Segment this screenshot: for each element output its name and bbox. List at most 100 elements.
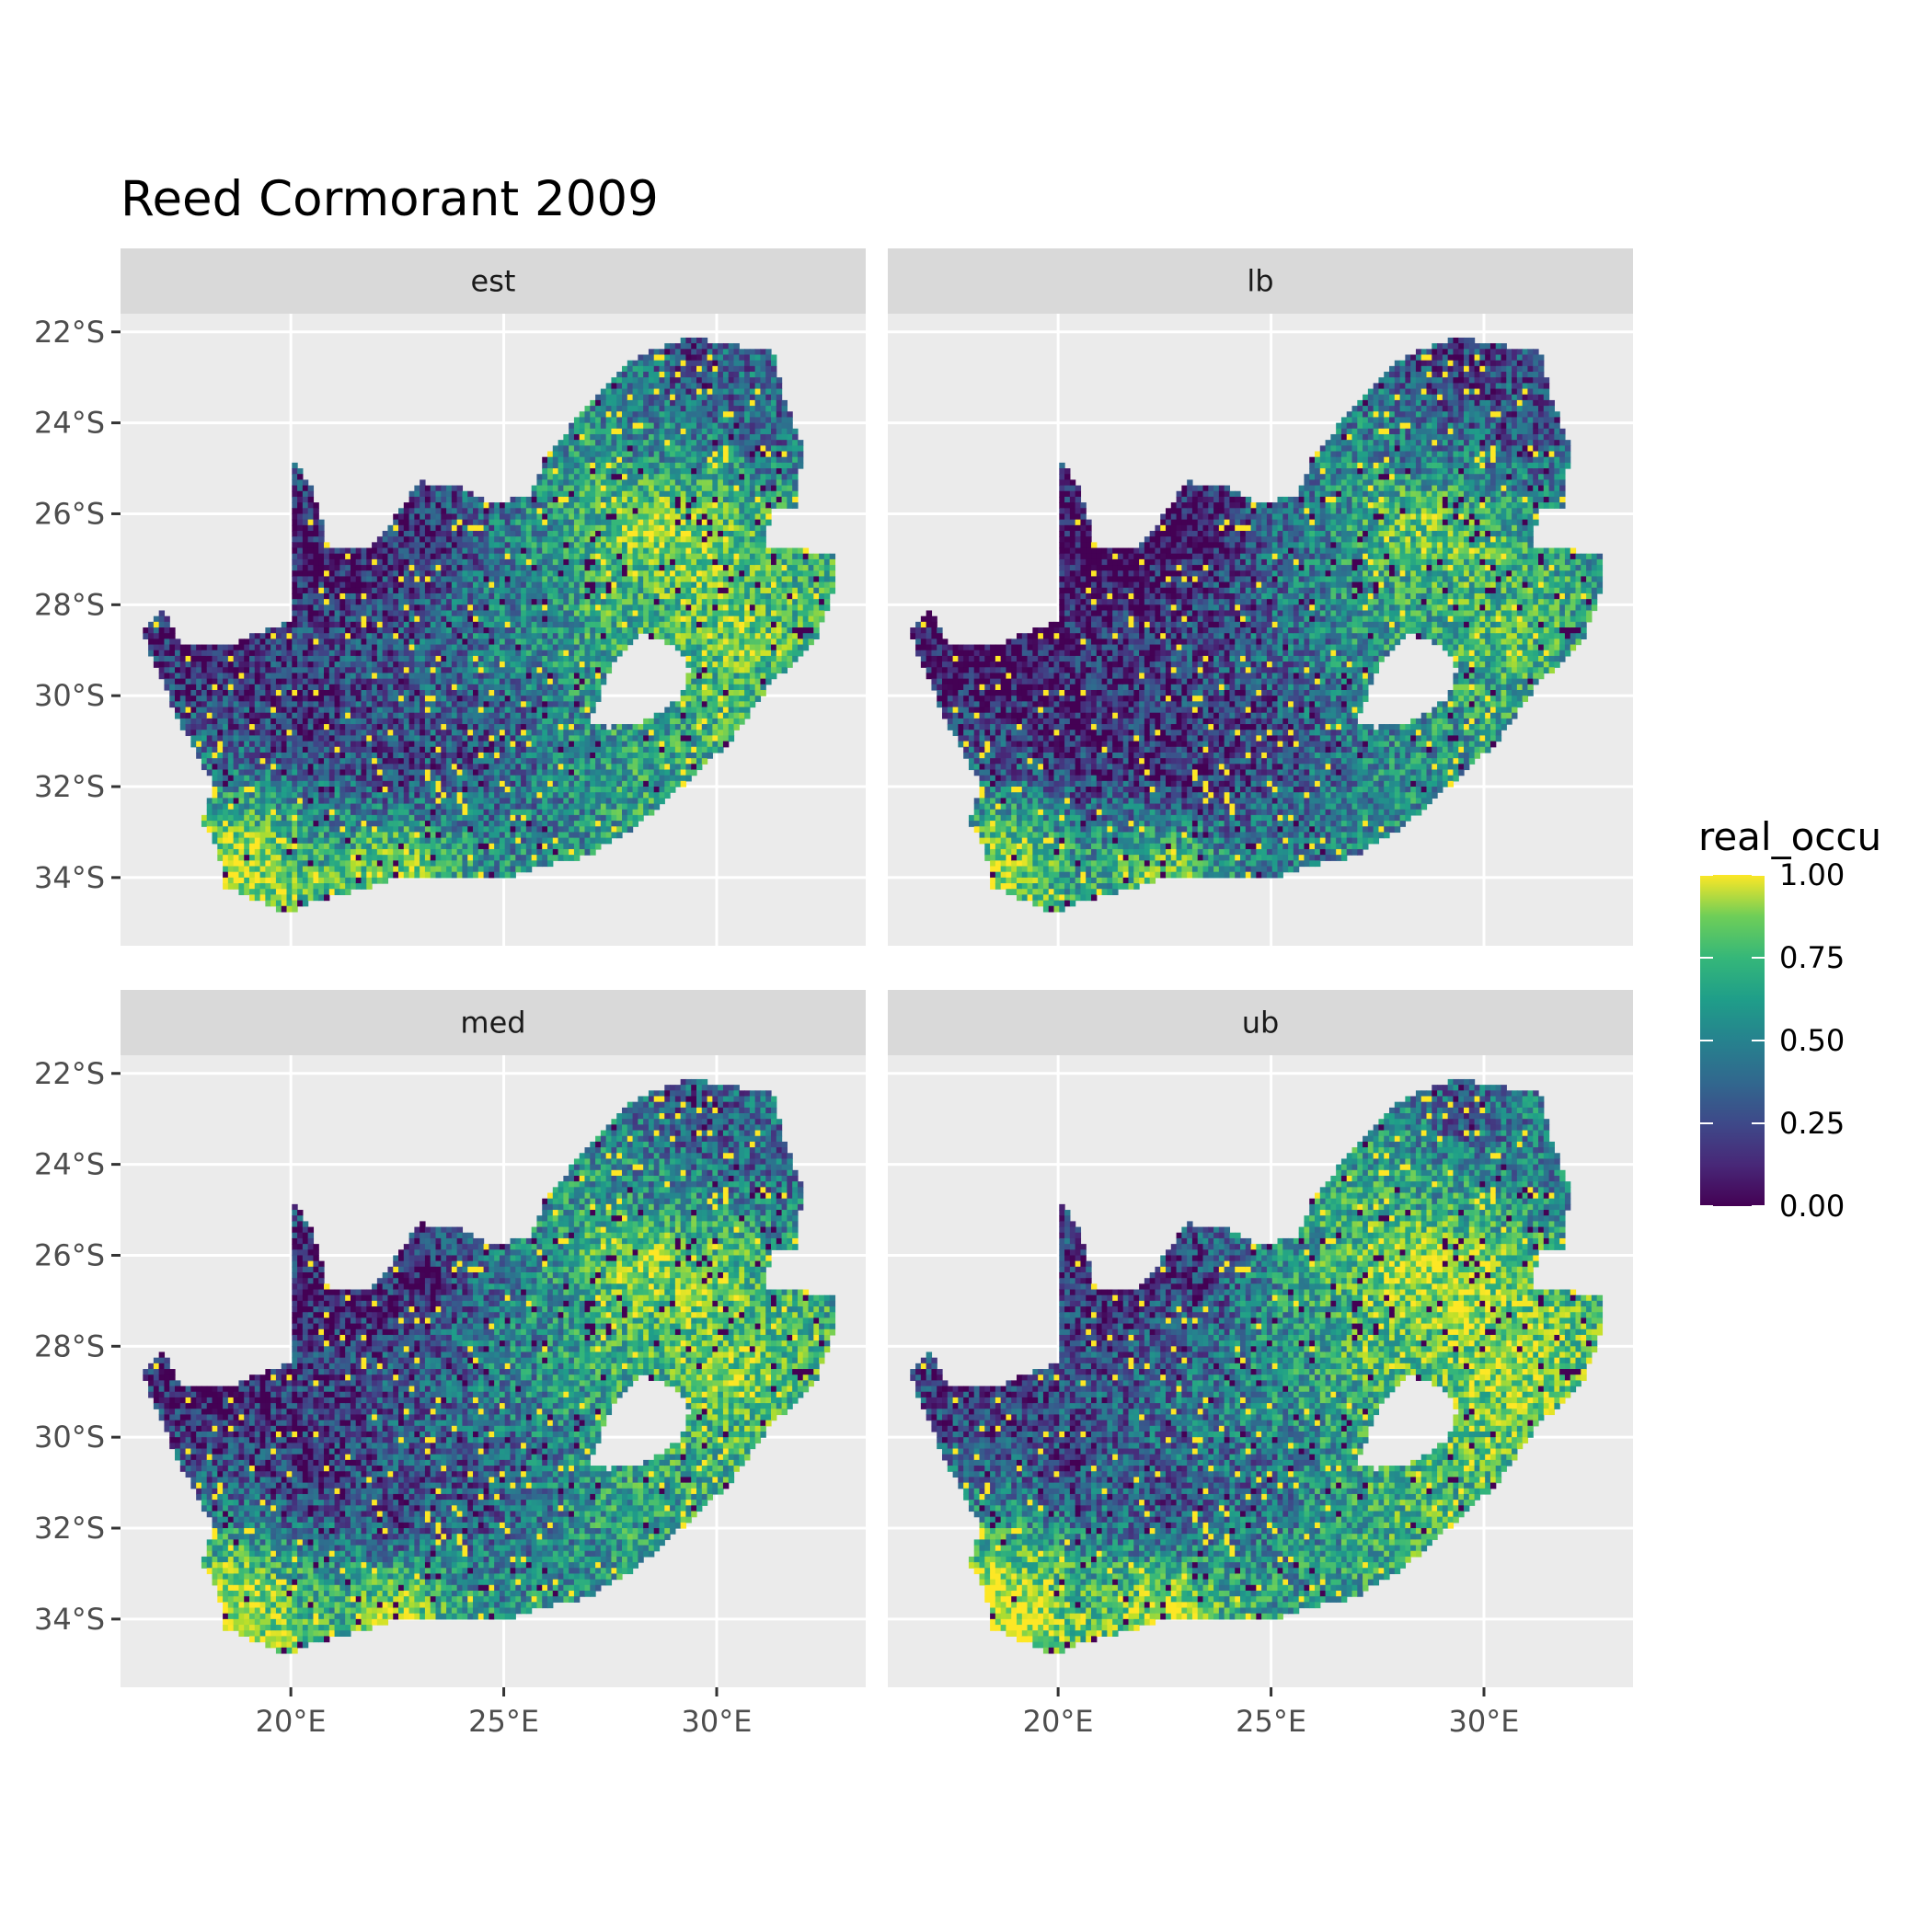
raster-cell: [339, 821, 345, 827]
raster-cell: [536, 747, 542, 753]
raster-cell: [611, 406, 616, 412]
raster-cell: [457, 769, 463, 776]
raster-cell: [478, 787, 484, 793]
raster-cell: [563, 559, 569, 566]
raster-cell: [601, 406, 606, 412]
raster-cell: [521, 792, 526, 799]
raster-cell: [383, 627, 388, 634]
raster-cell: [260, 821, 266, 827]
raster-cell: [372, 753, 377, 759]
raster-cell: [238, 764, 244, 770]
raster-cell: [265, 735, 270, 742]
raster-cell: [329, 610, 335, 616]
raster-cell: [436, 815, 442, 822]
raster-cell: [580, 844, 585, 850]
raster-cell: [420, 667, 425, 673]
raster-cell: [574, 468, 580, 475]
raster-cell: [409, 764, 415, 770]
raster-cell: [420, 758, 425, 765]
raster-cell: [590, 417, 595, 423]
raster-cell: [329, 883, 335, 890]
raster-cell: [500, 656, 505, 662]
raster-cell: [276, 894, 282, 901]
raster-cell: [431, 536, 436, 543]
raster-cell: [585, 787, 591, 793]
raster-cell: [244, 878, 249, 884]
raster-cell: [339, 826, 345, 833]
raster-cell: [563, 633, 569, 639]
raster-cell: [467, 781, 473, 788]
raster-cell: [393, 855, 398, 861]
raster-cell: [500, 599, 505, 605]
raster-cell: [436, 798, 442, 804]
raster-cell: [409, 650, 415, 657]
raster-cell: [154, 638, 159, 645]
raster-cell: [318, 570, 324, 577]
raster-cell: [425, 679, 431, 685]
raster-cell: [393, 781, 398, 788]
raster-cell: [393, 730, 398, 736]
raster-cell: [292, 826, 297, 833]
raster-cell: [526, 701, 532, 707]
raster-cell: [351, 610, 356, 616]
raster-cell: [601, 627, 606, 634]
raster-cell: [569, 452, 574, 458]
raster-cell: [558, 673, 564, 679]
raster-cell: [287, 821, 293, 827]
raster-cell: [297, 645, 303, 651]
raster-cell: [409, 735, 415, 742]
raster-cell: [511, 860, 516, 867]
raster-cell: [244, 724, 249, 730]
raster-cell: [462, 810, 467, 816]
raster-cell: [270, 769, 276, 776]
raster-cell: [282, 826, 287, 833]
raster-cell: [387, 867, 393, 873]
raster-cell: [521, 730, 526, 736]
raster-cell: [164, 638, 169, 645]
raster-cell: [404, 872, 409, 879]
raster-cell: [601, 838, 606, 845]
raster-cell: [601, 411, 606, 418]
raster-cell: [521, 673, 526, 679]
raster-cell: [515, 673, 521, 679]
raster-cell: [452, 707, 457, 714]
raster-cell: [260, 656, 266, 662]
raster-cell: [196, 650, 201, 657]
raster-cell: [585, 406, 591, 412]
raster-cell: [457, 684, 463, 691]
raster-cell: [553, 673, 558, 679]
raster-cell: [590, 826, 595, 833]
raster-cell: [270, 826, 276, 833]
raster-cell: [383, 684, 388, 691]
raster-cell: [500, 810, 505, 816]
raster-cell: [420, 764, 425, 770]
raster-cell: [515, 804, 521, 811]
raster-cell: [532, 747, 537, 753]
raster-cell: [601, 570, 606, 577]
raster-cell: [601, 497, 606, 503]
raster-cell: [473, 508, 478, 514]
raster-cell: [595, 411, 601, 418]
raster-cell: [515, 604, 521, 611]
raster-cell: [387, 576, 393, 582]
raster-cell: [441, 576, 446, 582]
raster-cell: [441, 724, 446, 730]
raster-cell: [324, 679, 329, 685]
raster-cell: [457, 582, 463, 589]
raster-cell: [297, 849, 303, 856]
raster-cell: [324, 559, 329, 566]
raster-cell: [536, 724, 542, 730]
raster-cell: [420, 627, 425, 634]
raster-cell: [595, 684, 601, 691]
raster-cell: [500, 520, 505, 526]
raster-cell: [467, 588, 473, 594]
raster-cell: [606, 758, 612, 765]
raster-cell: [526, 661, 532, 668]
raster-cell: [441, 798, 446, 804]
raster-cell: [547, 730, 553, 736]
raster-cell: [532, 724, 537, 730]
raster-cell: [462, 525, 467, 532]
raster-cell: [473, 867, 478, 873]
raster-cell: [393, 849, 398, 856]
raster-cell: [585, 792, 591, 799]
